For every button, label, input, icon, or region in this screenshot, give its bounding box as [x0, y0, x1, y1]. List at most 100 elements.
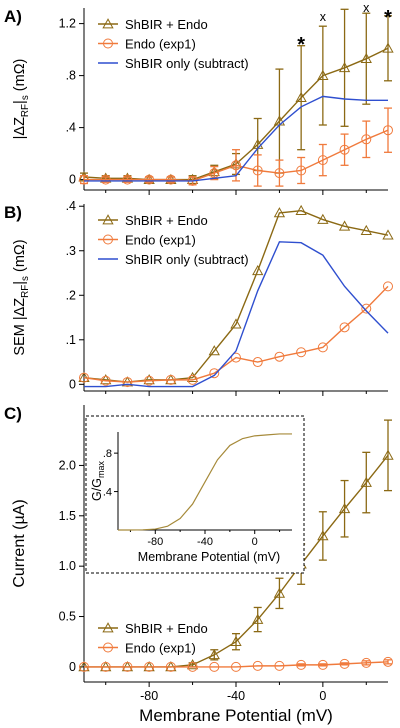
inset-curve [118, 433, 292, 531]
y-axis-label-part: s [20, 276, 31, 281]
data-point-triangle [143, 374, 155, 385]
y-tick-label: .8 [66, 69, 76, 83]
inset-y-tick-label: .8 [103, 448, 112, 460]
data-point-circle [100, 174, 111, 185]
data-point-triangle [360, 476, 372, 487]
y-tick-label: 0.5 [59, 610, 76, 624]
inset-x-tick-label: -80 [147, 536, 163, 548]
data-point-circle [252, 165, 263, 176]
data-point-circle [383, 125, 393, 136]
series-line [84, 241, 389, 388]
data-point-circle [122, 377, 133, 388]
data-point-triangle [317, 530, 329, 541]
y-axis-label-part: (mΩ) [12, 239, 28, 276]
data-point-triangle [382, 449, 394, 460]
series-line [84, 95, 388, 182]
data-point-circle [165, 374, 176, 385]
data-point-circle [383, 656, 393, 667]
data-point-circle [317, 155, 328, 166]
series-endo-exp- [79, 656, 393, 672]
data-point-triangle [252, 264, 264, 276]
data-point-circle [231, 352, 241, 363]
legend-label: Endo (exp1) [125, 233, 196, 248]
legend-label: Endo (exp1) [125, 37, 196, 52]
series-line [83, 285, 389, 383]
y-axis-label: |ΔZRF|s (mΩ) [12, 59, 31, 140]
data-point-circle [361, 303, 372, 314]
legend-label: ShBIR + Endo [125, 17, 208, 32]
series-endo-exp- [79, 107, 393, 187]
data-point-circle [231, 160, 241, 171]
data-point-circle [339, 322, 350, 333]
y-tick-label: .3 [66, 244, 76, 258]
data-point-circle [144, 174, 155, 185]
data-point-circle [165, 174, 176, 185]
data-point-triangle [230, 635, 242, 647]
data-point-circle [339, 658, 350, 669]
x-tick-label: -80 [140, 689, 158, 703]
data-point-circle [296, 165, 307, 176]
data-point-triangle [295, 91, 307, 103]
y-axis-label-part: | [12, 281, 28, 285]
y-axis-label: SEM |ΔZRF|s (mΩ) [12, 239, 31, 355]
inset-frame [85, 415, 305, 574]
data-point-circle [274, 660, 285, 671]
data-point-circle [361, 657, 372, 668]
legend-triangle-marker [102, 18, 114, 29]
y-axis-label-part: SEM |ΔZ [12, 298, 28, 356]
x-tick-label: -40 [227, 689, 245, 703]
inset-x-axis-label: Membrane Potential (mV) [138, 550, 280, 564]
data-point-circle [100, 661, 111, 672]
data-point-circle [274, 168, 285, 179]
data-point-circle [165, 661, 176, 672]
data-point-triangle [186, 659, 199, 670]
series-line [84, 661, 389, 668]
inset-y-label-main: G/G [90, 478, 104, 501]
series-line [84, 129, 389, 182]
data-point-circle [187, 661, 198, 672]
data-point-circle [252, 660, 263, 671]
inset-y-tick-label: .4 [103, 487, 112, 499]
inset-y-label-sub: max [96, 461, 106, 479]
data-point-circle [252, 357, 263, 368]
data-point-circle [144, 375, 155, 386]
x-tick-label: 0 [319, 689, 326, 703]
data-point-triangle [208, 345, 220, 356]
data-point-triangle [338, 220, 351, 231]
y-tick-label: .2 [66, 288, 76, 302]
y-tick-label: 0 [69, 660, 76, 674]
data-point-triangle [338, 502, 351, 514]
data-point-circle [122, 661, 133, 672]
inset-chart: .4 .8 -80 -40 0 Membrane Potential (mV) G/Gmax [90, 432, 292, 564]
data-point-circle [100, 375, 111, 386]
data-point-circle [317, 659, 328, 670]
data-point-triangle [295, 204, 307, 216]
series-shbir-only-subtract- [84, 241, 389, 388]
y-tick-label: 1.5 [59, 509, 76, 523]
inset-x-tick-label: 0 [252, 536, 258, 548]
y-tick-label: 2.0 [59, 458, 76, 472]
data-point-triangle [317, 69, 329, 80]
legend-triangle-marker [102, 214, 114, 225]
legend-label: ShBIR + Endo [125, 621, 208, 636]
data-point-circle [231, 661, 241, 672]
y-tick-label: .1 [66, 333, 76, 347]
significance-marker: * [384, 7, 392, 29]
data-point-circle [296, 347, 307, 358]
data-point-triangle [78, 371, 90, 382]
data-point-circle [79, 174, 89, 185]
x-axis-label: Membrane Potential (mV) [139, 706, 333, 725]
y-axis-label-part: | [12, 100, 28, 104]
significance-marker: x [320, 10, 327, 24]
data-point-circle [296, 659, 307, 670]
series-shbir-only-subtract- [84, 95, 388, 182]
legend-circle-marker [103, 234, 113, 245]
y-tick-label: .4 [66, 121, 76, 135]
y-axis-label-part: s [20, 95, 31, 100]
data-point-circle [79, 372, 89, 383]
y-tick-label: 1.0 [59, 559, 76, 573]
data-point-circle [361, 134, 372, 145]
data-point-circle [274, 351, 285, 362]
significance-marker: x [363, 1, 370, 15]
